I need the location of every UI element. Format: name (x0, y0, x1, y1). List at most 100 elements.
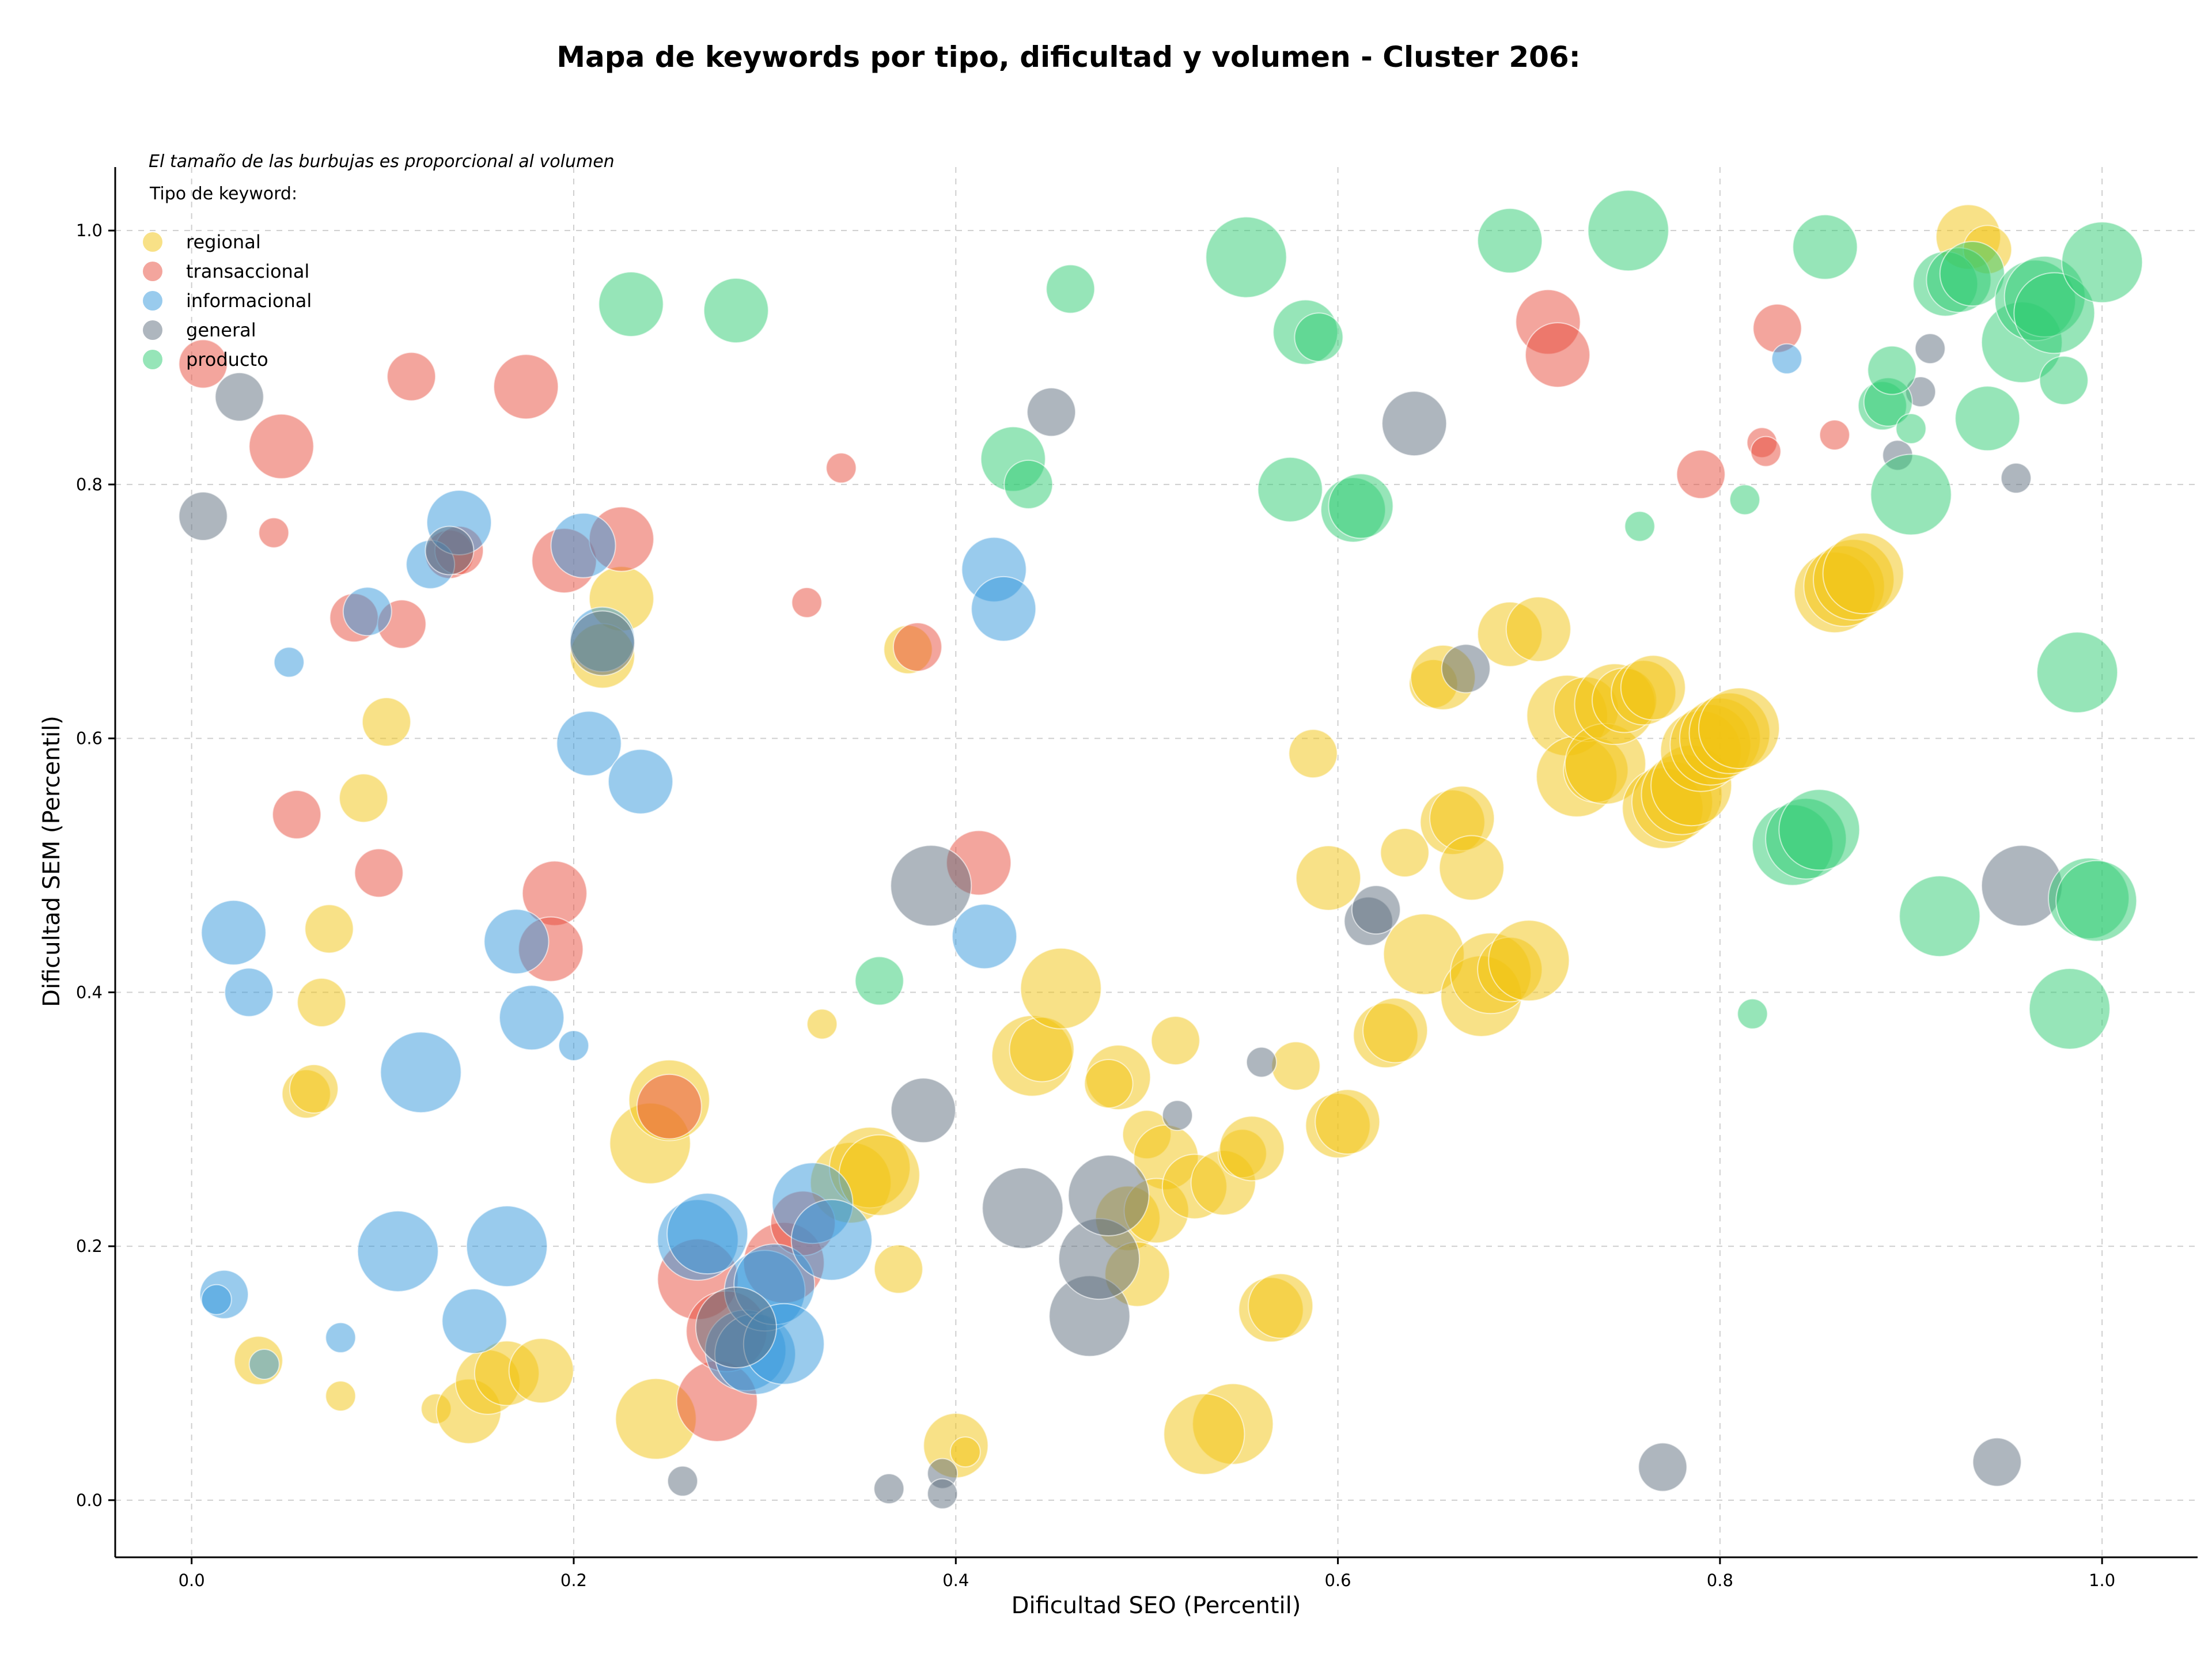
y-tick-label: 0.4 (76, 982, 103, 1002)
series-general (178, 333, 2063, 1509)
bubble-transaccional (1819, 419, 1850, 451)
bubble-producto (1867, 345, 1917, 395)
x-tick-label: 0.6 (1325, 1571, 1351, 1590)
bubble-regional (1248, 1273, 1314, 1339)
bubble-producto (2028, 968, 2111, 1050)
bubble-general (1381, 391, 1448, 457)
legend-marker-general (143, 320, 162, 340)
bubble-general (1972, 1437, 2022, 1487)
bubble-regional (1288, 729, 1338, 779)
legend-label-regional: regional (186, 231, 261, 253)
bubble-regional (806, 1008, 838, 1040)
bubble-informacional (790, 1199, 873, 1281)
x-tick-label: 0.8 (1707, 1571, 1733, 1590)
bubble-regional (1362, 997, 1429, 1064)
bubble-regional (289, 1064, 339, 1114)
bubble-producto (2013, 272, 2096, 354)
bubble-transaccional (354, 848, 404, 898)
bubble-regional (1822, 532, 1904, 615)
legend-label-producto: producto (186, 349, 268, 370)
bubble-transaccional (272, 789, 322, 839)
bubble-regional (1505, 596, 1571, 663)
bubble-informacional (200, 1284, 232, 1315)
x-axis-label: Dificultad SEO (Percentil) (1012, 1592, 1301, 1619)
bubble-transaccional (892, 622, 942, 672)
bubble-producto (703, 278, 769, 343)
y-axis-label: Dificultad SEM (Percentil) (39, 716, 65, 1007)
bubble-informacional (499, 985, 565, 1051)
bubble-regional (873, 1244, 923, 1294)
legend: regional transaccional informacional genera… (143, 231, 312, 370)
bubble-producto (1003, 459, 1054, 509)
bubble-regional (508, 1338, 574, 1404)
bubble-general (873, 1473, 905, 1504)
bubble-regional (949, 1436, 981, 1468)
legend-label-informacional: informacional (186, 290, 312, 312)
y-tick-label: 0.6 (76, 729, 103, 748)
x-tick-label: 1.0 (2089, 1571, 2115, 1590)
bubble-regional (1163, 1393, 1245, 1475)
bubble-informacional (380, 1031, 462, 1114)
bubble-general (695, 1287, 777, 1369)
bubble-informacional (273, 646, 305, 678)
legend-marker-transaccional (143, 262, 162, 281)
bubble-producto (2036, 631, 2119, 714)
bubble-general (2000, 462, 2032, 494)
legend-label-transaccional: transaccional (186, 260, 309, 282)
bubble-informacional (556, 710, 622, 777)
x-tick-label: 0.0 (179, 1571, 205, 1590)
x-tick-label: 0.2 (560, 1571, 587, 1590)
x-tick-label: 0.4 (942, 1571, 969, 1590)
bubble-informacional (441, 1288, 507, 1354)
bubble-regional (1488, 920, 1570, 1002)
bubble-general (890, 1077, 956, 1144)
bubble-producto (1205, 216, 1287, 298)
bubble-producto (598, 271, 664, 337)
bubble-producto (1895, 413, 1927, 444)
bubble-informacional (342, 587, 392, 637)
bubble-transaccional (248, 413, 315, 479)
bubble-producto (1477, 207, 1543, 274)
legend-title: Tipo de keyword: (149, 184, 297, 204)
bubbles-layer (178, 190, 2143, 1509)
bubble-general (1441, 644, 1491, 694)
bubble-producto (2055, 860, 2138, 942)
bubble-general (890, 845, 972, 927)
legend-marker-regional (143, 232, 162, 252)
bubble-transaccional (1750, 436, 1782, 467)
bubble-regional (1438, 835, 1505, 901)
bubble-producto (1955, 385, 2021, 452)
bubble-general (667, 1465, 698, 1497)
bubble-informacional (550, 512, 616, 578)
legend-marker-informacional (143, 291, 162, 311)
series-informacional (199, 343, 1802, 1395)
bubble-general (1245, 1046, 1277, 1078)
bubble-producto (1328, 473, 1394, 539)
bubble-informacional (357, 1210, 439, 1292)
bubble-producto (1587, 190, 1669, 272)
bubble-transaccional (636, 1073, 702, 1140)
bubble-transaccional (387, 351, 437, 402)
bubble-producto (1778, 789, 1861, 871)
y-axis-ticks: 0.0 0.2 0.4 0.6 0.8 1.0 (76, 221, 115, 1510)
bubble-producto (1899, 875, 1981, 958)
bubble-transaccional (825, 452, 857, 484)
bubble-regional (1296, 845, 1361, 911)
bubble-producto (1046, 264, 1096, 314)
bubble-regional (1315, 1089, 1381, 1155)
bubble-general (214, 372, 264, 422)
bubble-transaccional (1525, 322, 1590, 388)
bubble-producto (2039, 355, 2089, 406)
bubble-regional (1020, 947, 1102, 1030)
bubble-general (1638, 1442, 1688, 1492)
bubble-informacional (248, 1349, 280, 1380)
bubble-informacional (971, 576, 1037, 642)
chart-title: Mapa de keywords por tipo, dificultad y … (556, 40, 1580, 74)
bubble-producto (1294, 312, 1344, 362)
bubble-producto (1729, 484, 1760, 516)
y-tick-label: 0.0 (76, 1490, 103, 1510)
bubble-producto (1624, 510, 1656, 542)
bubble-general (927, 1478, 959, 1509)
series-producto (598, 190, 2143, 1050)
bubble-informacional (952, 903, 1017, 970)
